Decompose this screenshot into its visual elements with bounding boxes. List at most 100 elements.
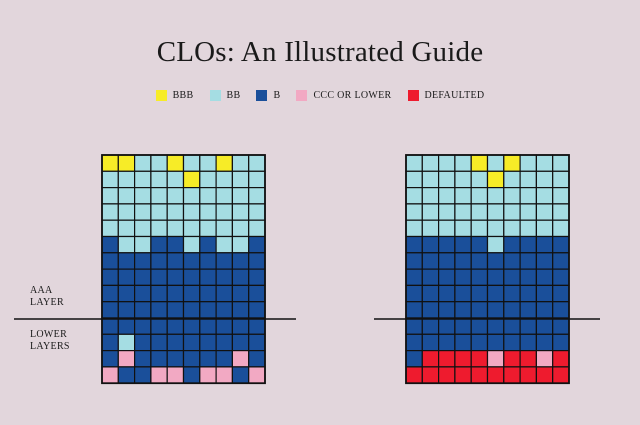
after-cell [535,235,554,254]
before-cell [215,235,234,254]
before-cell [199,170,217,189]
before-cell [134,154,152,172]
after-cell [405,333,423,352]
after-cell [552,203,570,221]
before-cell [182,203,201,221]
before-cell [101,203,119,221]
before-cell [215,366,234,384]
before-cell [182,284,201,303]
after-cell [552,187,570,205]
after-cell [486,187,505,205]
after-cell [519,333,537,352]
before-cell [150,301,168,319]
after-cell [503,203,521,221]
legend-label-bb: BB [226,90,241,101]
before-cell [166,154,185,172]
before-cell [134,187,152,205]
after-cell [519,219,537,238]
after-cell [454,301,472,319]
before-cell [117,284,136,303]
before-cell [101,268,119,287]
before-cell [150,366,168,384]
after-cell [405,366,423,384]
after-cell [470,317,489,335]
after-cell [421,170,440,189]
after-cell [503,235,521,254]
before-cell [215,187,234,205]
before-cell [150,170,168,189]
before-cell [199,203,217,221]
after-cell [519,170,537,189]
after-cell [535,203,554,221]
after-cell [535,154,554,172]
before-cell [199,317,217,335]
lower-layers-label-line1: LOWER [30,329,68,340]
after-cell [470,366,489,384]
before-cell [101,219,119,238]
before-cell [199,154,217,172]
before-cell [215,203,234,221]
after-cell [486,235,505,254]
before-cell [182,187,201,205]
before-cell [150,235,168,254]
after-cell [552,154,570,172]
after-cell [535,350,554,368]
legend-label-defaulted: DEFAULTED [424,90,485,101]
after-cell [519,187,537,205]
after-cell [519,301,537,319]
before-cell [199,252,217,270]
before-cell [199,219,217,238]
before-cell [117,350,136,368]
before-cell [248,333,266,352]
after-cell [503,366,521,384]
before-cell [166,366,185,384]
after-cell [438,284,456,303]
before-cell [182,268,201,287]
after-cell [421,333,440,352]
after-cell [438,203,456,221]
before-cell [101,366,119,384]
after-cell [535,252,554,270]
after-cell [486,284,505,303]
after-cell [405,317,423,335]
before-cell [215,350,234,368]
legend-swatch-bbb [155,90,167,101]
after-cell [535,284,554,303]
before-cell [150,333,168,352]
legend-swatch-ccc [296,90,308,101]
before-cell [182,252,201,270]
legend-label-ccc: CCC OR LOWER [313,90,392,101]
after-cell [421,187,440,205]
after-cell [438,235,456,254]
after-cell [535,187,554,205]
after-cell [454,317,472,335]
before-cell [101,317,119,335]
before-cell [166,301,185,319]
after-cell [421,235,440,254]
after-cell [486,252,505,270]
before-cell [231,235,250,254]
after-cell [470,301,489,319]
after-cell [519,317,537,335]
after-cell [519,366,537,384]
before-cell [117,317,136,335]
legend-label-bbb: BBB [172,90,194,101]
before-cell [134,235,152,254]
after-cell [405,268,423,287]
after-cell [503,187,521,205]
legend-swatch-b [256,90,268,101]
before-cell [117,333,136,352]
after-cell [454,154,472,172]
after-cell [519,350,537,368]
after-cell [421,219,440,238]
lower-layers-label: LOWER LAYERS [30,329,70,353]
before-cell [101,235,119,254]
before-cell [182,350,201,368]
after-cell [503,252,521,270]
before-cell [101,154,119,172]
after-cell [454,170,472,189]
after-cell [438,252,456,270]
after-cell [421,301,440,319]
after-cell [486,170,505,189]
after-cell [454,219,472,238]
